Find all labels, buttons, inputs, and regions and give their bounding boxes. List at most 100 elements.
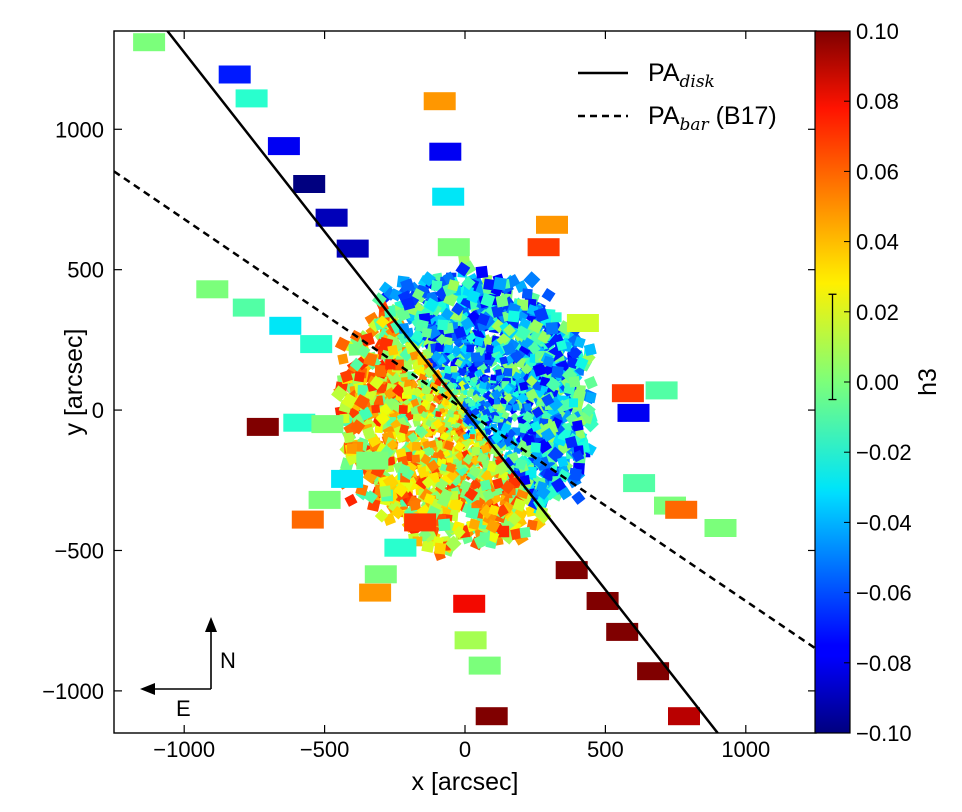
voronoi-bin [520,363,533,376]
x-tick-label: 0 [459,737,471,762]
voronoi-bin [482,489,495,501]
voronoi-bin [464,375,471,383]
voronoi-bin [542,355,555,368]
voronoi-bin [585,391,597,404]
voronoi-bin [515,325,531,341]
voronoi-bin [420,410,429,419]
voronoi-bin [582,403,596,417]
colorbar-tick-label: −0.08 [856,651,912,676]
voronoi-bin [501,410,510,420]
outer-tile [453,594,486,613]
voronoi-bin [421,476,435,489]
voronoi-bin [445,535,462,552]
voronoi-bin [484,353,492,360]
outer-tile [566,314,599,332]
voronoi-bin [542,468,556,482]
legend-entry-bar: PAbar (B17) [648,102,777,135]
voronoi-bin [374,365,387,377]
outer-tile [331,469,364,488]
voronoi-bin [450,430,456,436]
voronoi-bin [420,453,432,466]
voronoi-bin [420,399,430,408]
voronoi-bin [463,382,471,390]
voronoi-bin [393,482,409,498]
voronoi-bin [461,276,476,291]
voronoi-bin [469,434,475,440]
voronoi-bin [428,440,437,449]
outer-tile [269,316,302,335]
voronoi-bin [401,297,416,311]
voronoi-bin [411,287,425,301]
outer-tile [423,92,456,111]
voronoi-bin [492,415,501,423]
legend-entry-disk: PAdisk [648,59,715,92]
outer-tile [246,417,279,436]
voronoi-bin [395,306,411,322]
voronoi-bin [407,371,416,380]
voronoi-bin [371,404,381,414]
voronoi-bin [568,375,581,388]
voronoi-bin [435,411,442,418]
voronoi-bin [460,316,475,331]
voronoi-bin [407,432,419,443]
outer-tile [665,500,698,519]
voronoi-bin [339,369,354,383]
voronoi-bin [541,393,555,407]
outer-tile [300,335,333,354]
voronoi-bin [479,479,492,492]
voronoi-bin [516,392,529,404]
x-axis: −1000 −500 0 500 1000 [153,31,770,762]
compass-north-arrowhead [205,617,217,632]
outer-tile [475,707,508,726]
voronoi-bin [402,385,413,396]
x-tick-label: 500 [587,737,624,762]
outer-tile [384,538,417,557]
y-tick-label: 0 [92,398,104,423]
outer-tile [555,561,588,580]
voronoi-bin [451,302,465,316]
voronoi-bin [476,452,488,464]
y-axis-label: y [arcsec] [60,329,88,436]
pa-disk-line [166,31,719,733]
voronoi-bin [369,375,384,390]
colorbar-tick-label: 0.06 [856,159,899,184]
voronoi-bin [453,326,467,339]
voronoi-bin [481,375,490,384]
voronoi-bin [457,366,467,377]
voronoi-bin [540,427,556,443]
voronoi-bin [389,288,403,302]
outer-tile [611,384,644,403]
voronoi-bin [387,344,399,356]
outer-tile [704,519,737,537]
voronoi-bin [523,271,541,289]
voronoi-bin [493,398,501,405]
voronoi-bin [445,462,457,474]
outer-tile [454,631,487,650]
voronoi-bin [495,368,503,377]
voronoi-bin [446,352,456,362]
voronoi-bin [466,344,475,353]
voronoi-bin [357,385,369,396]
voronoi-bin [462,453,474,465]
voronoi-bin [421,539,435,553]
pa-lines [114,31,816,733]
colorbar-tick-label: −0.06 [856,581,912,606]
outer-tile [617,403,650,422]
voronoi-bin [411,454,421,463]
voronoi-bin [421,327,432,339]
voronoi-bin [533,307,549,323]
voronoi-bin [440,307,454,321]
voronoi-bin [443,460,452,469]
voronoi-bin [464,397,471,404]
voronoi-bin [503,323,516,337]
voronoi-bin [500,422,512,434]
voronoi-bin [583,343,597,357]
outer-tile [196,280,229,299]
voronoi-bin [479,531,491,543]
voronoi-bin [451,345,462,356]
pa-bar-line [114,170,816,650]
outer-tile [527,238,560,257]
voronoi-bin [457,418,464,425]
voronoi-bin [530,442,541,453]
voronoi-bin [443,365,453,375]
